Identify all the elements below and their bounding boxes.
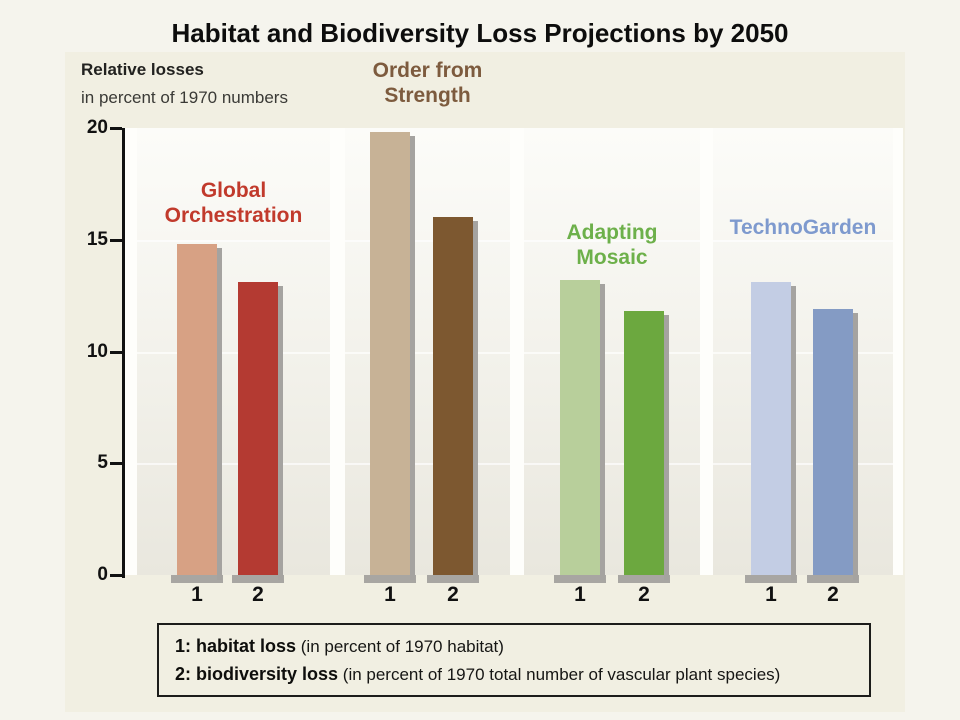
gridline — [345, 351, 510, 354]
y-tick-label: 10 — [86, 340, 108, 362]
page-title: Habitat and Biodiversity Loss Projection… — [171, 18, 789, 48]
gridline — [345, 463, 510, 466]
y-tick-mark — [110, 127, 122, 130]
gridline — [137, 239, 330, 242]
bar-base-shadow — [807, 575, 859, 583]
bar-side-shadow — [600, 284, 605, 580]
scenario-label-line: TechnoGarden — [729, 216, 877, 239]
bar-technogarden-2 — [813, 309, 853, 575]
bar-base-shadow — [745, 575, 797, 583]
bar-global-orchestration-1 — [177, 244, 217, 575]
scenario-label-2: Order from Strength — [345, 58, 510, 108]
bar-order-from-strength-1 — [370, 132, 410, 575]
bar-side-shadow — [278, 286, 283, 580]
y-tick-label: 15 — [86, 228, 108, 250]
gridline — [137, 351, 330, 354]
scenario-label-line: Global — [200, 179, 267, 202]
chart-area: Relative losses in percent of 1970 numbe… — [65, 52, 905, 712]
bar-base-shadow — [232, 575, 284, 583]
bar-base-shadow — [554, 575, 606, 583]
scenario-label-4: TechnoGarden — [713, 215, 893, 240]
bar-side-shadow — [791, 286, 796, 580]
y-tick-mark — [110, 350, 122, 354]
bar-base-shadow — [364, 575, 416, 583]
scenario-label-line: Adapting — [566, 221, 658, 244]
y-axis-title: Relative losses — [81, 60, 204, 79]
y-tick-mark — [110, 462, 122, 466]
scenario-label-line: Strength — [384, 84, 471, 108]
bar-number-label: 2 — [252, 583, 264, 606]
scenario-panel-4 — [713, 128, 893, 575]
bar-number-label: 1 — [191, 583, 203, 606]
bar-adapting-mosaic-2 — [624, 311, 664, 575]
bar-global-orchestration-2 — [238, 282, 278, 575]
y-axis-subtitle: in percent of 1970 numbers — [81, 88, 288, 107]
legend-item-habitat-loss: 1: habitat loss (in percent of 1970 habi… — [175, 636, 869, 657]
bar-number-label: 2 — [827, 583, 839, 606]
bar-number-label: 2 — [447, 583, 459, 606]
gridline — [524, 351, 700, 354]
scenario-panel-3 — [524, 128, 700, 575]
gridline — [713, 239, 893, 242]
bar-side-shadow — [217, 248, 222, 580]
gridline — [345, 239, 510, 242]
bar-base-shadow — [618, 575, 670, 583]
legend-box: 1: habitat loss (in percent of 1970 habi… — [157, 623, 871, 697]
bar-number-label: 1 — [765, 583, 777, 606]
bar-technogarden-1 — [751, 282, 791, 575]
scenario-panel-1 — [137, 128, 330, 575]
gridline — [524, 239, 700, 242]
y-axis-line — [122, 128, 125, 578]
bar-base-shadow — [427, 575, 479, 583]
scenario-label-line: Order from — [372, 59, 483, 82]
bar-side-shadow — [410, 136, 415, 580]
bar-adapting-mosaic-1 — [560, 280, 600, 575]
scenario-label-line: Mosaic — [576, 246, 648, 270]
bar-number-label: 1 — [574, 583, 586, 606]
gridline — [524, 463, 700, 466]
scenario-label-3: Adapting Mosaic — [524, 220, 700, 270]
y-tick-mark — [110, 574, 122, 577]
bar-number-label: 1 — [384, 583, 396, 606]
bar-order-from-strength-2 — [433, 217, 473, 575]
y-tick-label: 5 — [97, 452, 108, 474]
scenario-label-1: Global Orchestration — [137, 178, 330, 228]
y-tick-label: 20 — [86, 117, 108, 138]
legend-item-biodiversity-loss: 2: biodiversity loss (in percent of 1970… — [175, 664, 869, 685]
legend-description: (in percent of 1970 habitat) — [296, 636, 504, 656]
y-tick-mark — [110, 238, 122, 242]
legend-term: 1: habitat loss — [175, 635, 297, 656]
bar-side-shadow — [664, 315, 669, 580]
bar-base-shadow — [171, 575, 223, 583]
bar-number-label: 2 — [638, 583, 650, 606]
y-tick-label: 0 — [97, 564, 108, 585]
legend-description: (in percent of 1970 total number of vasc… — [338, 664, 781, 684]
scenario-label-line: Orchestration — [164, 204, 303, 228]
gridline — [137, 463, 330, 466]
legend-term: 2: biodiversity loss — [175, 663, 339, 684]
gridline — [713, 351, 893, 354]
bar-side-shadow — [473, 221, 478, 580]
gridline — [713, 463, 893, 466]
bar-side-shadow — [853, 313, 858, 580]
